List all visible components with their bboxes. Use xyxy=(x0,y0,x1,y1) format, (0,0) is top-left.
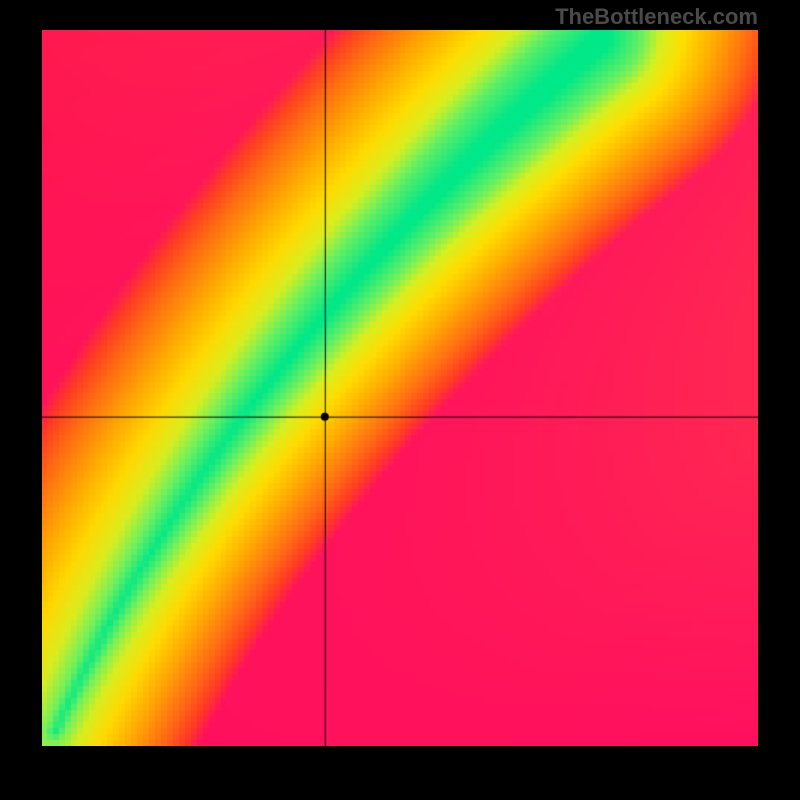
watermark-text: TheBottleneck.com xyxy=(555,4,758,30)
chart-container: TheBottleneck.com xyxy=(0,0,800,800)
bottleneck-heatmap xyxy=(42,30,758,746)
